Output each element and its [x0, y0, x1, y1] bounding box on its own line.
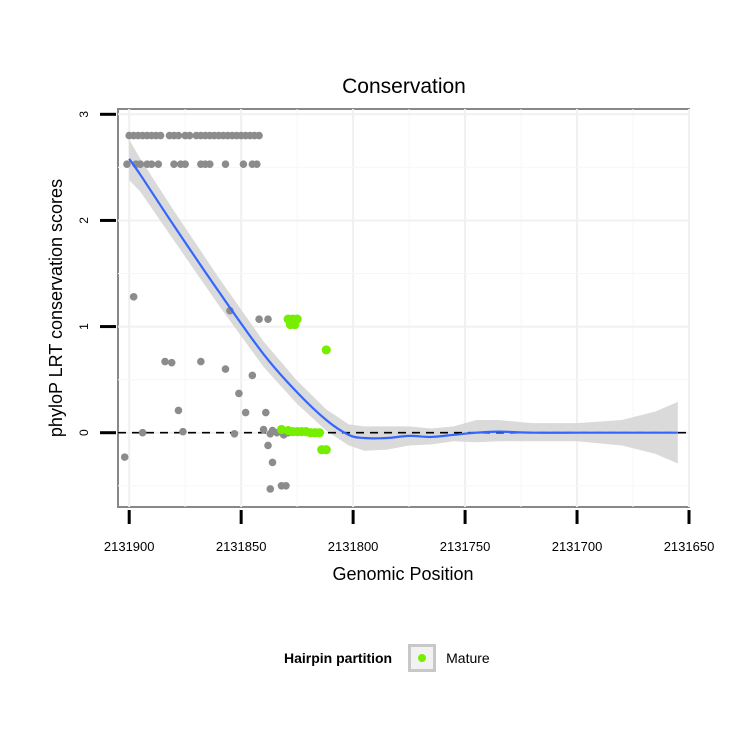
data-point-gray: [120, 453, 129, 461]
data-point-mature: [321, 345, 331, 355]
smooth-line: [128, 158, 678, 440]
data-point-gray: [123, 160, 131, 168]
data-point-gray: [154, 160, 163, 168]
legend: Hairpin partition Mature: [284, 640, 544, 676]
chart-title: Conservation: [342, 75, 466, 98]
x-axis-label: Genomic Position: [332, 564, 473, 584]
data-point-gray: [248, 371, 257, 380]
data-point-gray: [255, 131, 263, 140]
data-point-gray: [179, 427, 187, 436]
data-point-gray: [138, 428, 147, 437]
data-point-gray: [147, 160, 156, 168]
data-point-gray: [261, 408, 270, 417]
data-point-gray: [161, 357, 169, 366]
y-tick-label: 1: [77, 323, 91, 330]
data-point-gray: [206, 160, 214, 168]
data-point-gray: [264, 441, 272, 450]
grid: [118, 109, 690, 507]
x-tick-label: 2131800: [328, 539, 379, 554]
smooth-line-layer: [128, 158, 678, 440]
data-point-mature: [290, 319, 300, 330]
plot-panel: [117, 108, 690, 508]
data-point-gray: [167, 358, 176, 367]
y-tick-label: 0: [77, 429, 91, 436]
data-point-gray: [129, 293, 138, 301]
legend-dot-icon: [418, 654, 427, 662]
x-tick-label: 2131750: [440, 539, 491, 554]
data-point-gray: [181, 160, 189, 168]
data-point-gray: [235, 389, 243, 398]
x-axis: 2131900 2131850 2131800 2131750 2131700 21316…: [104, 510, 714, 554]
legend-key: [408, 644, 437, 672]
x-tick-label: 2131850: [216, 539, 267, 554]
data-point-gray: [268, 458, 277, 467]
data-point-gray: [282, 481, 290, 490]
data-point-gray: [174, 406, 183, 415]
data-point-gray: [197, 357, 205, 366]
data-point-gray: [259, 425, 268, 434]
data-point-gray: [174, 131, 183, 140]
data-point-gray: [221, 160, 230, 168]
x-tick-label: 2131700: [552, 539, 603, 554]
y-axis: 0 1 2 3: [77, 111, 116, 436]
data-point-gray: [221, 365, 230, 373]
data-point-gray: [156, 131, 165, 140]
y-axis-label: phyloP LRT conservation scores: [46, 179, 66, 437]
y-tick-label: 3: [77, 111, 91, 118]
points-layer: [120, 131, 331, 493]
data-point-mature: [321, 445, 331, 455]
data-point-gray: [185, 131, 194, 140]
confidence-band-layer: [129, 139, 678, 464]
data-point-gray: [230, 429, 239, 438]
data-point-gray: [239, 160, 248, 168]
x-tick-label: 2131650: [664, 539, 715, 554]
data-point-gray: [266, 429, 275, 438]
data-point-gray: [266, 485, 275, 493]
data-point-gray: [264, 315, 272, 323]
data-point-gray: [255, 315, 263, 323]
data-point-gray: [241, 408, 250, 417]
legend-title: Hairpin partition: [284, 650, 393, 666]
data-point-gray: [170, 160, 178, 168]
data-point-gray: [253, 160, 261, 168]
legend-label-mature: Mature: [446, 650, 490, 666]
data-point-gray: [136, 160, 145, 168]
x-tick-label: 2131900: [104, 539, 155, 554]
data-point-mature: [314, 428, 325, 438]
y-tick-label: 2: [77, 217, 91, 224]
confidence-band: [129, 139, 678, 464]
